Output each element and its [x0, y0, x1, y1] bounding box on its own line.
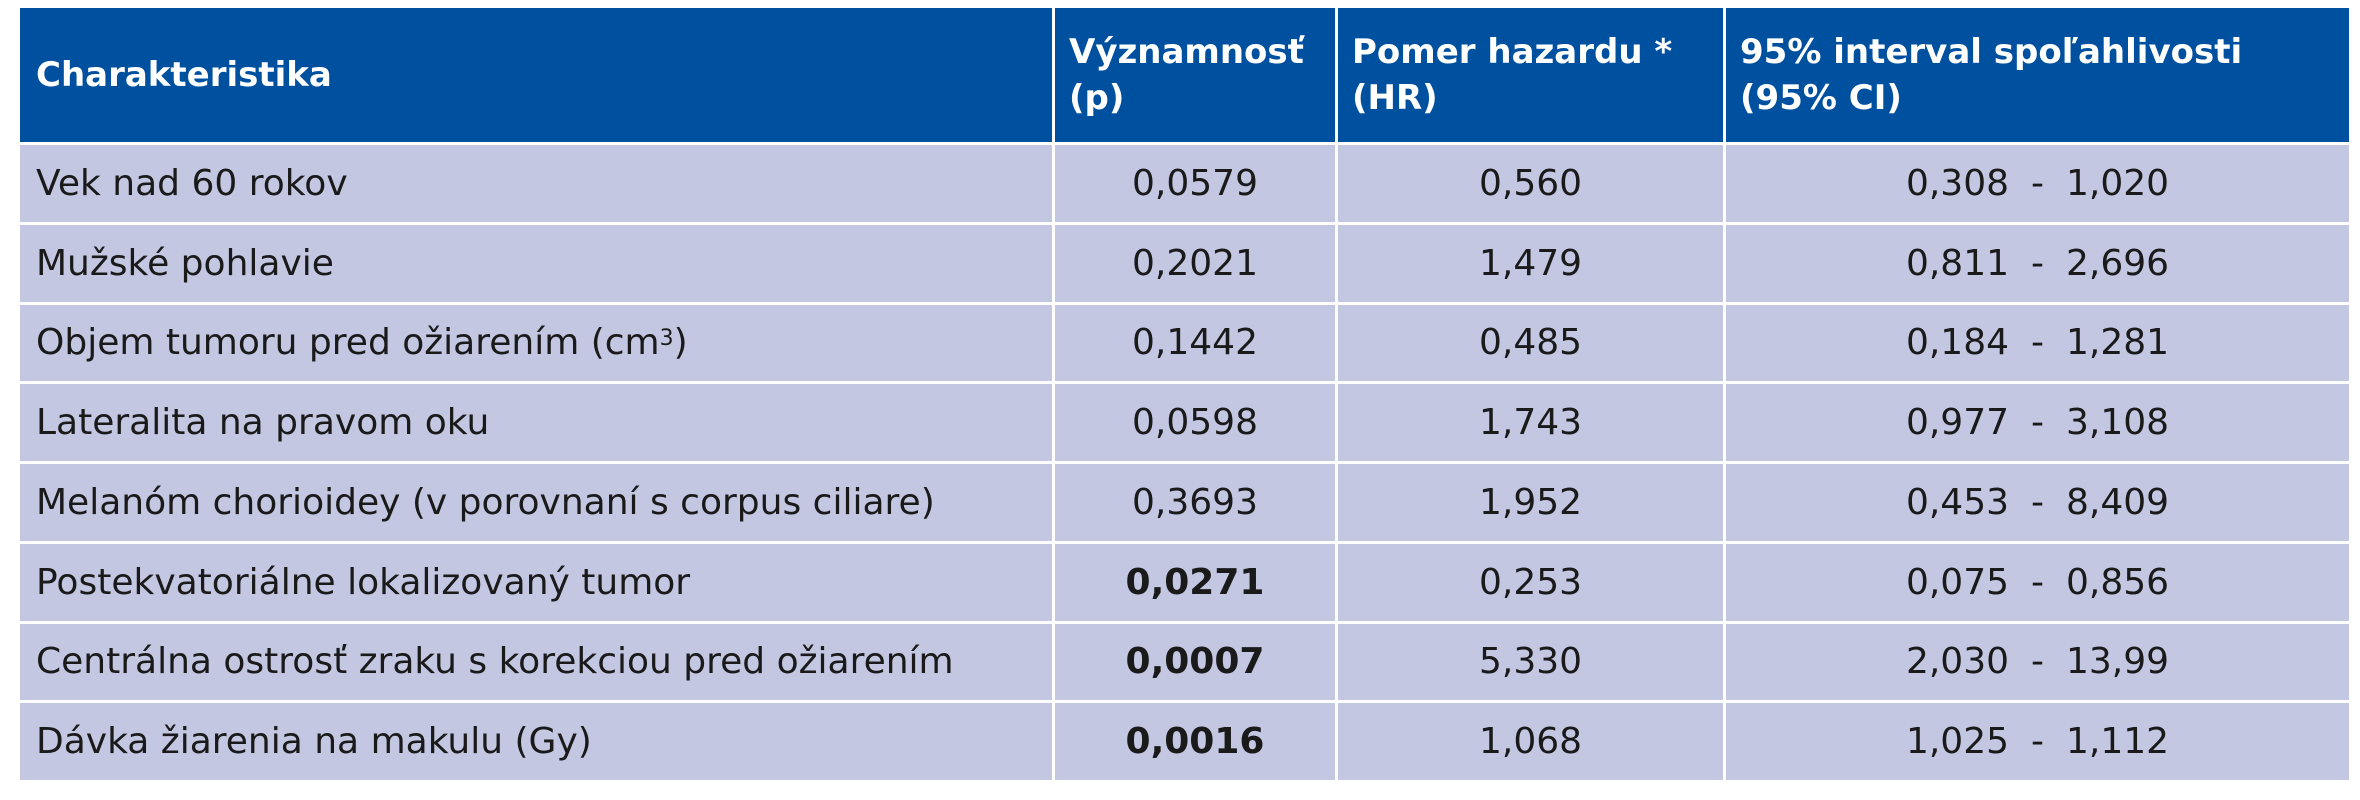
ci-high: 1,281	[2066, 322, 2170, 364]
ci-separator: -	[2031, 322, 2044, 364]
row-label-text: Lateralita na pravom oku	[36, 402, 490, 444]
ci-low: 0,184	[1905, 322, 2009, 364]
ci-separator: -	[2031, 242, 2044, 284]
ci-high: 2,696	[2066, 242, 2170, 284]
confidence-interval: 0,977 - 3,108	[1726, 384, 2349, 461]
row-label-text: Postekvatoriálne lokalizovaný tumor	[36, 561, 691, 603]
p-value: 0,3693	[1055, 464, 1335, 541]
ci-separator: -	[2031, 481, 2044, 523]
p-value: 0,1442	[1055, 304, 1335, 382]
ci-separator: -	[2031, 162, 2044, 204]
ci-separator: -	[2031, 561, 2044, 603]
confidence-interval: 1,025 - 1,112	[1726, 703, 2349, 780]
row-label: Vek nad 60 rokov	[20, 145, 1052, 222]
row-label-text: Centrálna ostrosť zraku s korekciou pred…	[36, 641, 954, 683]
ci-separator: -	[2031, 721, 2044, 763]
confidence-interval: 0,811 - 2,696	[1726, 224, 2349, 302]
header-hazard-ratio: Pomer hazardu * (HR)	[1338, 8, 1723, 142]
hazard-ratio: 1,743	[1338, 384, 1723, 461]
row-label: Melanóm chorioidey (v porovnaní s corpus…	[20, 464, 1052, 541]
ci-low: 1,025	[1905, 721, 2009, 763]
ci-high: 0,856	[2066, 561, 2170, 603]
hazard-ratio: 1,952	[1338, 464, 1723, 541]
row-label: Objem tumoru pred ožiarením (cm 3)	[20, 304, 1052, 382]
hazard-ratio: 0,560	[1338, 145, 1723, 222]
row-label: Mužské pohlavie	[20, 224, 1052, 302]
ci-high: 1,112	[2066, 721, 2170, 763]
hazard-ratio: 1,479	[1338, 224, 1723, 302]
row-label: Dávka žiarenia na makulu (Gy)	[20, 703, 1052, 780]
ci-low: 2,030	[1905, 641, 2009, 683]
ci-high: 3,108	[2066, 402, 2170, 444]
row-label-text: Vek nad 60 rokov	[36, 162, 348, 204]
ci-low: 0,075	[1905, 561, 2009, 603]
confidence-interval: 0,308 - 1,020	[1726, 145, 2349, 222]
row-label-text: Dávka žiarenia na makulu (Gy)	[36, 721, 592, 763]
ci-low: 0,308	[1905, 162, 2009, 204]
hazard-ratio: 0,253	[1338, 543, 1723, 621]
row-label-suffix: )	[673, 322, 688, 364]
confidence-interval: 0,075 - 0,856	[1726, 543, 2349, 621]
hazard-ratio: 5,330	[1338, 623, 1723, 701]
ci-low: 0,977	[1905, 402, 2009, 444]
ci-low: 0,811	[1905, 242, 2009, 284]
ci-low: 0,453	[1905, 481, 2009, 523]
row-label-text: Mužské pohlavie	[36, 242, 334, 284]
ci-high: 8,409	[2066, 481, 2170, 523]
confidence-interval: 2,030 - 13,99	[1726, 623, 2349, 701]
row-label: Centrálna ostrosť zraku s korekciou pred…	[20, 623, 1052, 701]
hazard-ratio: 0,485	[1338, 304, 1723, 382]
ci-separator: -	[2031, 402, 2044, 444]
confidence-interval: 0,453 - 8,409	[1726, 464, 2349, 541]
p-value-significant: 0,0007	[1055, 623, 1335, 701]
p-value-significant: 0,0271	[1055, 543, 1335, 621]
ci-high: 1,020	[2066, 162, 2170, 204]
header-significance: Významnosť (p)	[1055, 8, 1335, 142]
ci-high: 13,99	[2066, 641, 2170, 683]
p-value: 0,0579	[1055, 145, 1335, 222]
row-label: Lateralita na pravom oku	[20, 384, 1052, 461]
row-label: Postekvatoriálne lokalizovaný tumor	[20, 543, 1052, 621]
hazard-ratio: 1,068	[1338, 703, 1723, 780]
header-confidence-interval: 95% interval spoľahlivosti (95% CI)	[1726, 8, 2349, 142]
hazard-ratio-table: Charakteristika Významnosť (p) Pomer haz…	[20, 8, 2349, 780]
row-label-text: Objem tumoru pred ožiarením (cm	[36, 322, 660, 364]
row-label-text: Melanóm chorioidey (v porovnaní s corpus…	[36, 481, 935, 523]
confidence-interval: 0,184 - 1,281	[1726, 304, 2349, 382]
p-value-significant: 0,0016	[1055, 703, 1335, 780]
p-value: 0,0598	[1055, 384, 1335, 461]
header-characteristic: Charakteristika	[20, 8, 1052, 142]
ci-separator: -	[2031, 641, 2044, 683]
p-value: 0,2021	[1055, 224, 1335, 302]
